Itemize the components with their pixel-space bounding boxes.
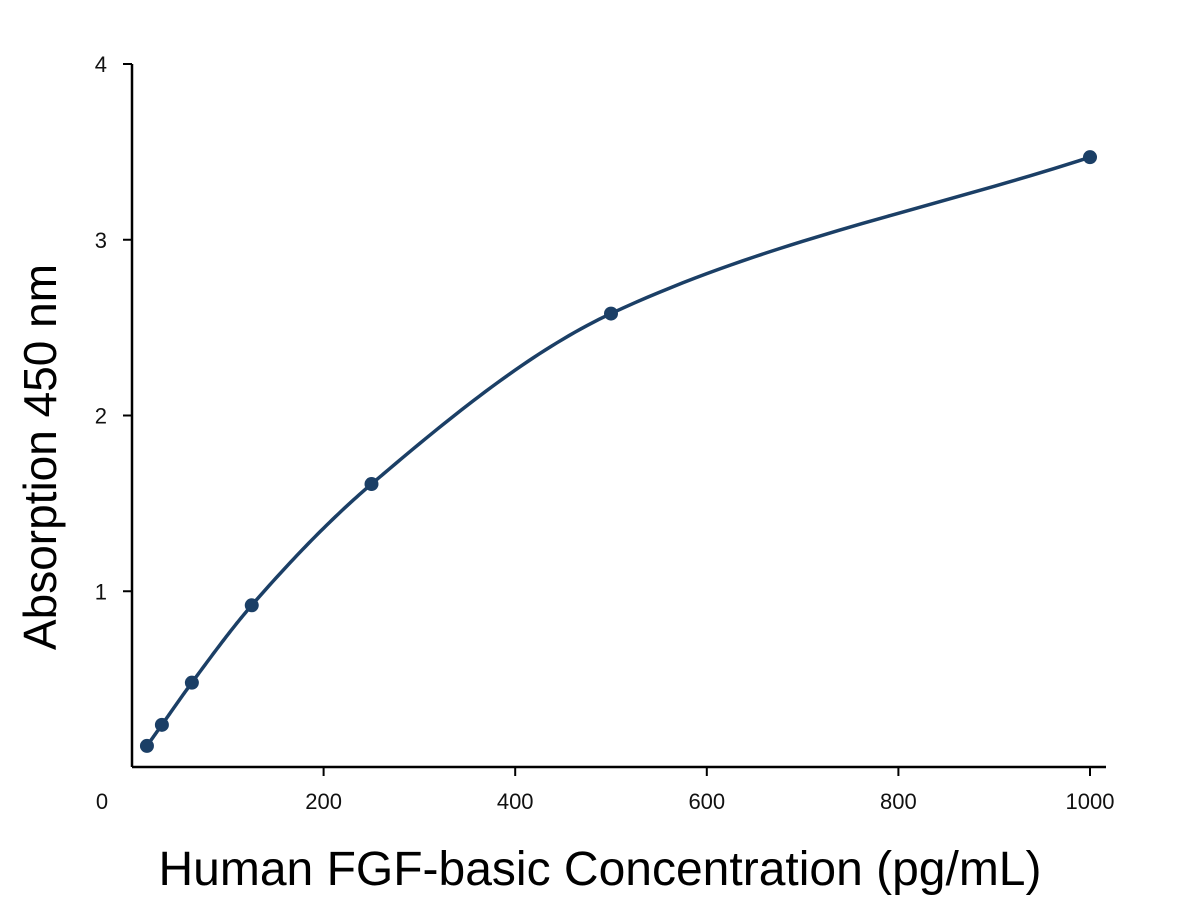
y-tick-label: 4 <box>95 52 107 77</box>
y-axis-title: Absorption 450 nm <box>14 264 66 650</box>
ticks: 0 200 400 600 800 1000 1 2 3 4 <box>95 52 1115 814</box>
x-tick-label: 800 <box>880 789 917 814</box>
data-point <box>154 717 169 732</box>
x-tick-label: 0 <box>96 789 108 814</box>
y-tick-label: 1 <box>95 579 107 604</box>
x-axis-title: Human FGF-basic Concentration (pg/mL) <box>159 843 1042 896</box>
data-point <box>1083 150 1097 165</box>
x-tick-label: 400 <box>497 789 534 814</box>
data-point <box>604 306 618 321</box>
series <box>139 150 1097 753</box>
x-tick-label: 1000 <box>1066 789 1115 814</box>
x-tick-label: 600 <box>688 789 725 814</box>
data-point <box>364 477 379 492</box>
data-point <box>244 598 259 613</box>
y-tick-label: 3 <box>95 228 107 253</box>
data-point <box>139 738 154 753</box>
x-tick-label: 200 <box>305 789 342 814</box>
y-tick-label: 2 <box>95 404 107 429</box>
fit-curve <box>145 155 1092 748</box>
data-point <box>184 675 199 690</box>
axes <box>130 64 1106 769</box>
